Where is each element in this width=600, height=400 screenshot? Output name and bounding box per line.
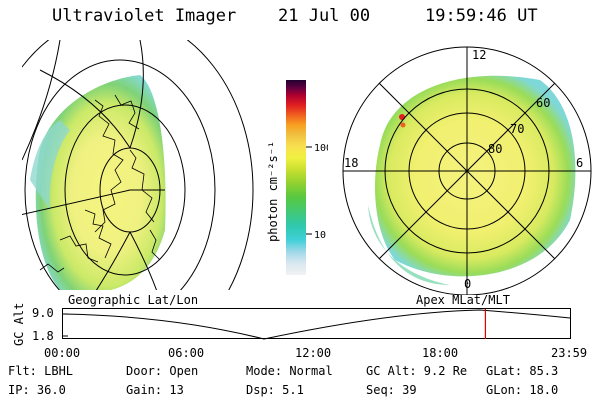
mlt-label-12: 12 [472,48,486,62]
mlt-label-6: 6 [576,156,583,170]
status-ip: IP: 36.0 [8,383,66,397]
timeline-xtick-1200: 12:00 [295,346,332,360]
status-door: Door: Open [126,364,199,378]
timeline-xtick-0600: 06:00 [168,346,205,360]
mlat-label-70: 70 [510,122,524,136]
mlat-label-60: 60 [536,96,550,110]
timeline-xtick-2359: 23:59 [551,346,588,360]
timeline-xtick-0000: 00:00 [44,346,81,360]
status-glat: GLat: 85.3 [486,364,559,378]
timeline-axis-label: GC Alt [12,302,26,346]
colorbar: 100 10 [286,80,328,275]
status-dsp: Dsp: 5.1 [246,383,304,397]
timeline-plot [62,308,571,340]
status-glon: GLon: 18.0 [486,383,559,397]
mlt-label-0: 0 [464,277,471,291]
colorbar-tick-10: 10 [314,230,326,241]
status-flt: Flt: LBHL [8,364,74,378]
status-mode: Mode: Normal [246,364,333,378]
left-panel-caption: Geographic Lat/Lon [68,293,199,307]
date-label: 21 Jul 00 [278,6,371,26]
colorbar-unit-label: photon cm⁻²s⁻¹ [266,140,280,242]
geographic-map [22,40,254,290]
mlt-label-18: 18 [344,156,358,170]
timeline-xtick-1800: 18:00 [422,346,459,360]
timeline-ytick-top: 9.0 [32,306,54,320]
time-label: 19:59:46 UT [425,6,538,26]
mlat-label-80: 80 [488,142,502,156]
status-gain: Gain: 13 [126,383,184,397]
instrument-title: Ultraviolet Imager [52,6,237,26]
timeline-ytick-bottom: 1.8 [32,329,54,343]
status-seq: Seq: 39 [366,383,417,397]
colorbar-tick-100: 100 [314,143,328,154]
right-panel-caption: Apex MLat/MLT [416,293,510,307]
status-gc-alt: GC Alt: 9.2 Re [366,364,468,378]
polar-plot: 12 18 6 0 60 70 80 [342,46,592,295]
